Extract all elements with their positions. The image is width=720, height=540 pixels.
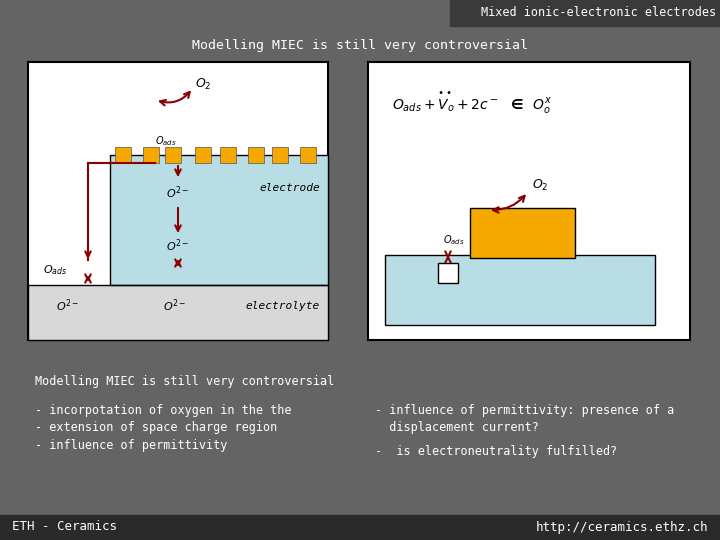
Text: $O^{2-}$: $O^{2-}$	[56, 298, 80, 314]
Bar	[450, 0, 720, 26]
Text: Mixed ionic-electronic electrodes: Mixed ionic-electronic electrodes	[481, 6, 716, 19]
Bar	[28, 285, 328, 340]
Text: Modelling MIEC is still very controversial: Modelling MIEC is still very controversi…	[192, 39, 528, 52]
Text: -  is electroneutrality fulfilled?: - is electroneutrality fulfilled?	[375, 446, 617, 458]
Text: $O_{ads}$: $O_{ads}$	[443, 233, 464, 247]
Bar	[110, 155, 328, 285]
Text: $O^{2-}$: $O^{2-}$	[166, 238, 190, 254]
Bar	[195, 147, 211, 163]
Text: Modelling MIEC is still very controversial: Modelling MIEC is still very controversi…	[35, 375, 334, 388]
Bar	[438, 263, 458, 283]
Text: - extension of space charge region: - extension of space charge region	[35, 421, 277, 434]
Text: electrolyte: electrolyte	[246, 301, 320, 311]
Bar	[28, 285, 328, 340]
Bar	[115, 147, 131, 163]
Text: http://ceramics.ethz.ch: http://ceramics.ethz.ch	[536, 521, 708, 534]
Bar	[0, 515, 720, 540]
Bar	[300, 147, 316, 163]
Text: $O_2$: $O_2$	[532, 178, 549, 193]
Text: $O_2$: $O_2$	[195, 77, 212, 92]
Bar	[272, 147, 288, 163]
Text: displacement current?: displacement current?	[375, 421, 539, 434]
Text: - influence of permittivity: presence of a: - influence of permittivity: presence of…	[375, 404, 674, 417]
Text: $O^{2-}$: $O^{2-}$	[166, 185, 190, 201]
Bar	[470, 208, 575, 258]
Text: $O_{ads}$: $O_{ads}$	[155, 134, 176, 148]
Text: ETH - Ceramics: ETH - Ceramics	[12, 521, 117, 534]
Bar	[28, 62, 328, 340]
Text: - incorpotation of oxygen in the the: - incorpotation of oxygen in the the	[35, 404, 292, 417]
Bar	[165, 147, 181, 163]
Text: $O^{2-}$: $O^{2-}$	[163, 298, 186, 314]
Bar	[248, 147, 264, 163]
Text: $O_{ads}$: $O_{ads}$	[42, 263, 67, 277]
Text: electrode: electrode	[259, 183, 320, 193]
Text: $O_{ads} + \overset{\bullet\bullet}{V_o} + 2c^- \;\;\mathbf{\in}\;\; O_o^x$: $O_{ads} + \overset{\bullet\bullet}{V_o}…	[392, 90, 552, 116]
Text: - influence of permittivity: - influence of permittivity	[35, 439, 228, 452]
Bar	[385, 255, 655, 325]
Bar	[143, 147, 159, 163]
Bar	[368, 62, 690, 340]
Bar	[220, 147, 236, 163]
